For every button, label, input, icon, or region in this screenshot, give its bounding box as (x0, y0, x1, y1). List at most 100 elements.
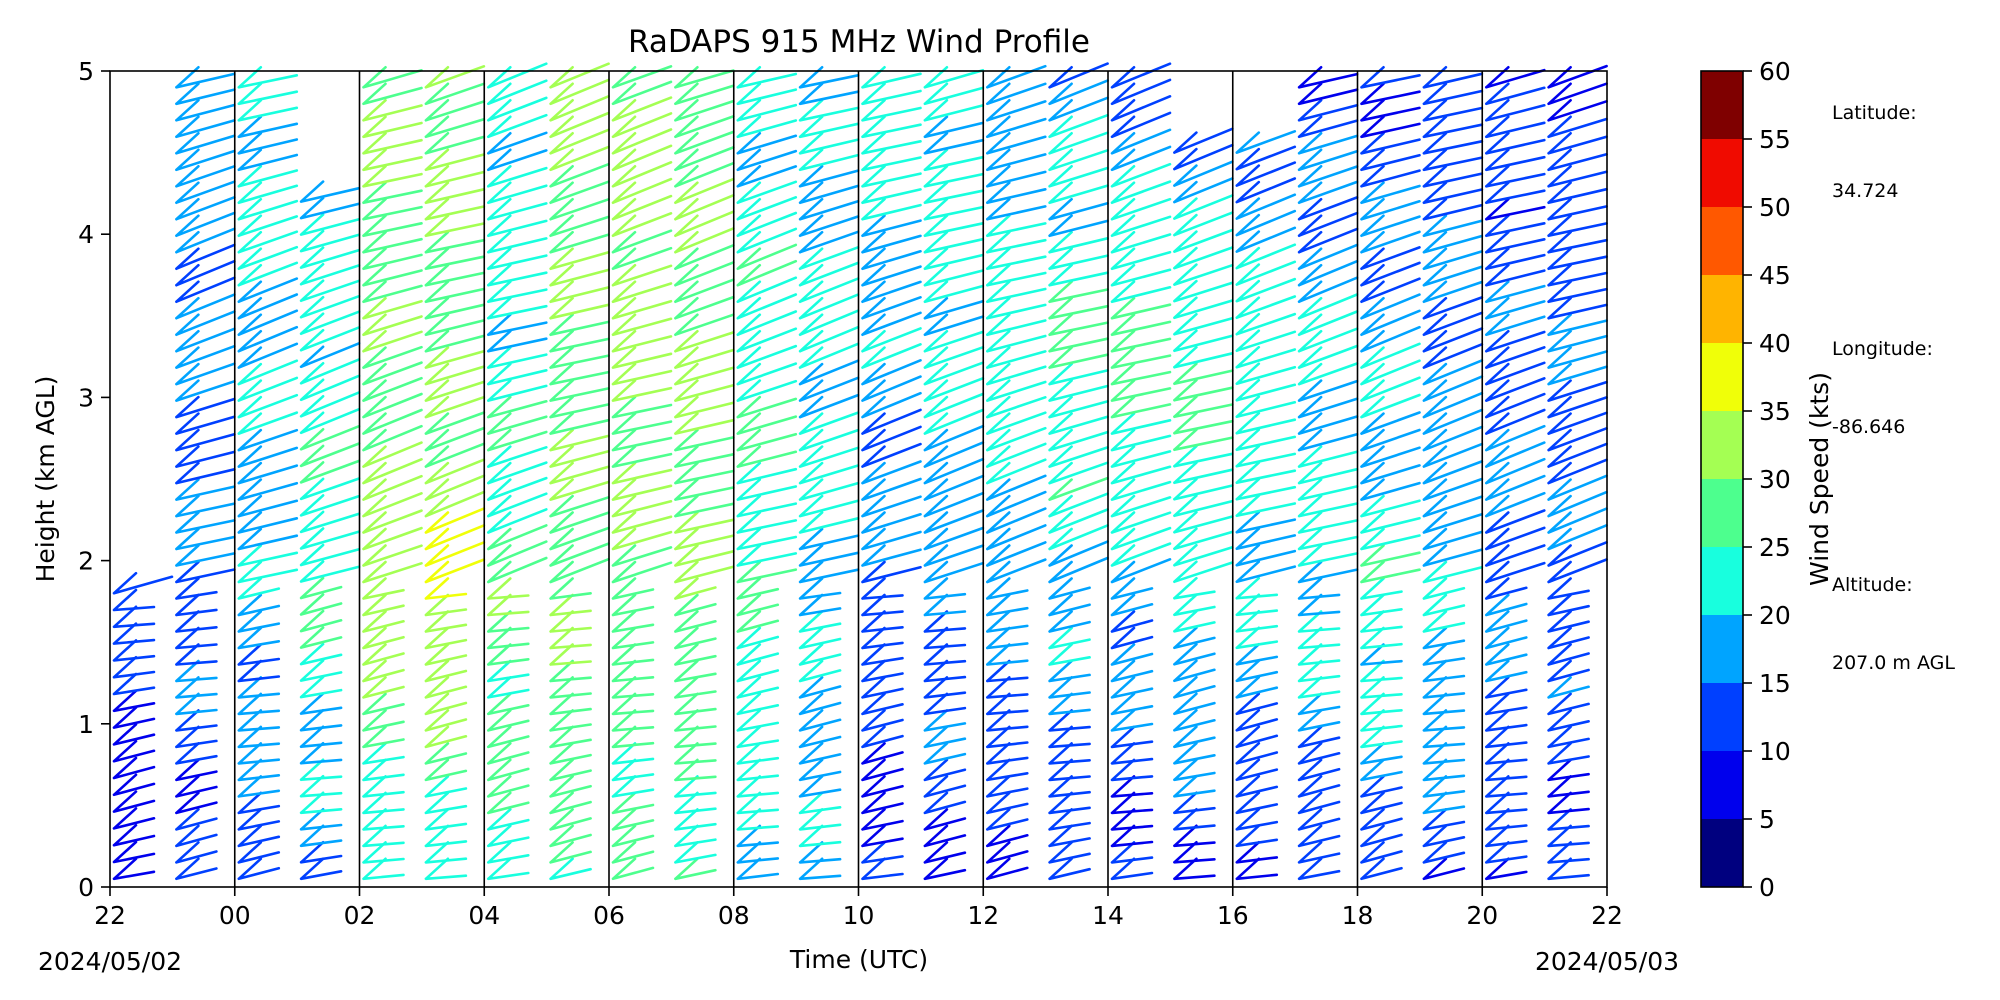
wind-barb (1235, 610, 1279, 633)
wind-barb (299, 442, 361, 468)
wind-barb (1360, 725, 1403, 749)
wind-barb (1547, 379, 1608, 402)
wind-barb (1110, 280, 1172, 303)
wind-barb (674, 478, 735, 501)
colorbar-tick-label: 45 (1759, 261, 1791, 290)
wind-barb (861, 99, 922, 122)
wind-barb (1297, 227, 1359, 254)
wind-barb (1422, 375, 1484, 402)
wind-barb (424, 808, 468, 831)
wind-barb (736, 362, 798, 386)
wind-barb (1110, 824, 1154, 848)
wind-barb (1173, 643, 1216, 666)
wind-barb (986, 82, 1047, 106)
wind-barb (798, 165, 860, 188)
wind-barb (1235, 461, 1297, 484)
wind-barb (1297, 115, 1359, 139)
wind-barb (487, 197, 548, 221)
wind-barb (611, 177, 673, 204)
wind-barb (237, 445, 299, 468)
x-tick-label: 12 (967, 901, 999, 930)
wind-barb (362, 492, 423, 518)
wind-barb (1048, 263, 1109, 287)
wind-barb (611, 610, 655, 633)
wind-barb (1485, 742, 1528, 765)
wind-barb (1422, 560, 1484, 584)
wind-barb (362, 742, 405, 765)
wind-barb (861, 725, 904, 749)
colorbar: 0 5 10 15 20 25 30 35 40 45 50 55 60 (1700, 57, 1791, 902)
wind-barb (861, 148, 922, 172)
wind-barb (674, 560, 735, 584)
wind-barb (1235, 808, 1279, 831)
wind-barb (424, 65, 486, 89)
wind-barb (175, 115, 236, 139)
wind-barb (487, 395, 548, 419)
wind-barb (611, 112, 673, 139)
wind-barb (1048, 395, 1109, 419)
wind-barb (674, 626, 717, 650)
wind-barb (175, 293, 236, 320)
wind-barb (674, 857, 717, 881)
wind-barb (549, 461, 610, 485)
wind-barb (1360, 593, 1403, 617)
wind-barb (736, 412, 798, 435)
y-tick-label: 2 (78, 547, 94, 576)
wind-barb (1297, 243, 1359, 270)
wind-barb (1547, 610, 1590, 633)
wind-barb (175, 758, 218, 782)
wind-barb (175, 725, 218, 749)
wind-barb (1360, 643, 1403, 666)
wind-barb (611, 329, 673, 353)
wind-barb (1547, 692, 1590, 716)
wind-barb (923, 165, 985, 188)
wind-barb (112, 706, 156, 729)
wind-barb (923, 247, 985, 270)
wind-barb (923, 857, 967, 881)
wind-barb (1173, 692, 1216, 716)
wind-barb (424, 490, 486, 518)
wind-barb (1360, 115, 1421, 139)
wind-barb (1297, 791, 1341, 815)
colorbar-segment (1701, 819, 1743, 887)
wind-barb (1235, 193, 1297, 220)
wind-barb (362, 345, 423, 369)
wind-barb (549, 379, 610, 402)
wind-barb (611, 511, 673, 534)
wind-barb (1173, 494, 1234, 517)
wind-barb (986, 659, 1029, 683)
wind-barb (611, 758, 655, 782)
wind-barb (1297, 412, 1359, 435)
wind-barb (1422, 477, 1484, 501)
wind-barb (299, 510, 361, 534)
colorbar-segment (1701, 411, 1743, 479)
wind-barb (237, 197, 299, 221)
wind-barb (861, 311, 922, 336)
x-tick-label: 10 (843, 901, 875, 930)
wind-barb (736, 676, 780, 699)
wind-barb (237, 309, 299, 336)
wind-barb (112, 655, 156, 679)
wind-barb (736, 725, 780, 749)
wind-barb (1485, 577, 1528, 600)
wind-barb (1173, 758, 1216, 782)
wind-barb (986, 230, 1047, 254)
wind-barb (1422, 343, 1484, 369)
x-tick-label: 02 (344, 901, 376, 930)
x-tick-label: 18 (1342, 901, 1374, 930)
wind-barb (1360, 230, 1421, 254)
x-axis-label: Time (UTC) (789, 945, 928, 974)
wind-barb (237, 511, 299, 534)
wind-barb (1422, 280, 1484, 303)
wind-barb (362, 313, 423, 336)
wind-barb (1110, 379, 1172, 402)
wind-barb (1360, 610, 1403, 633)
wind-barb (798, 643, 842, 666)
y-tick-label: 4 (78, 220, 94, 249)
wind-barb (549, 95, 610, 122)
wind-barb (1485, 392, 1546, 419)
wind-barb (861, 359, 922, 386)
wind-barb (299, 725, 343, 748)
wind-barb (424, 426, 486, 452)
wind-barb (1360, 261, 1421, 287)
